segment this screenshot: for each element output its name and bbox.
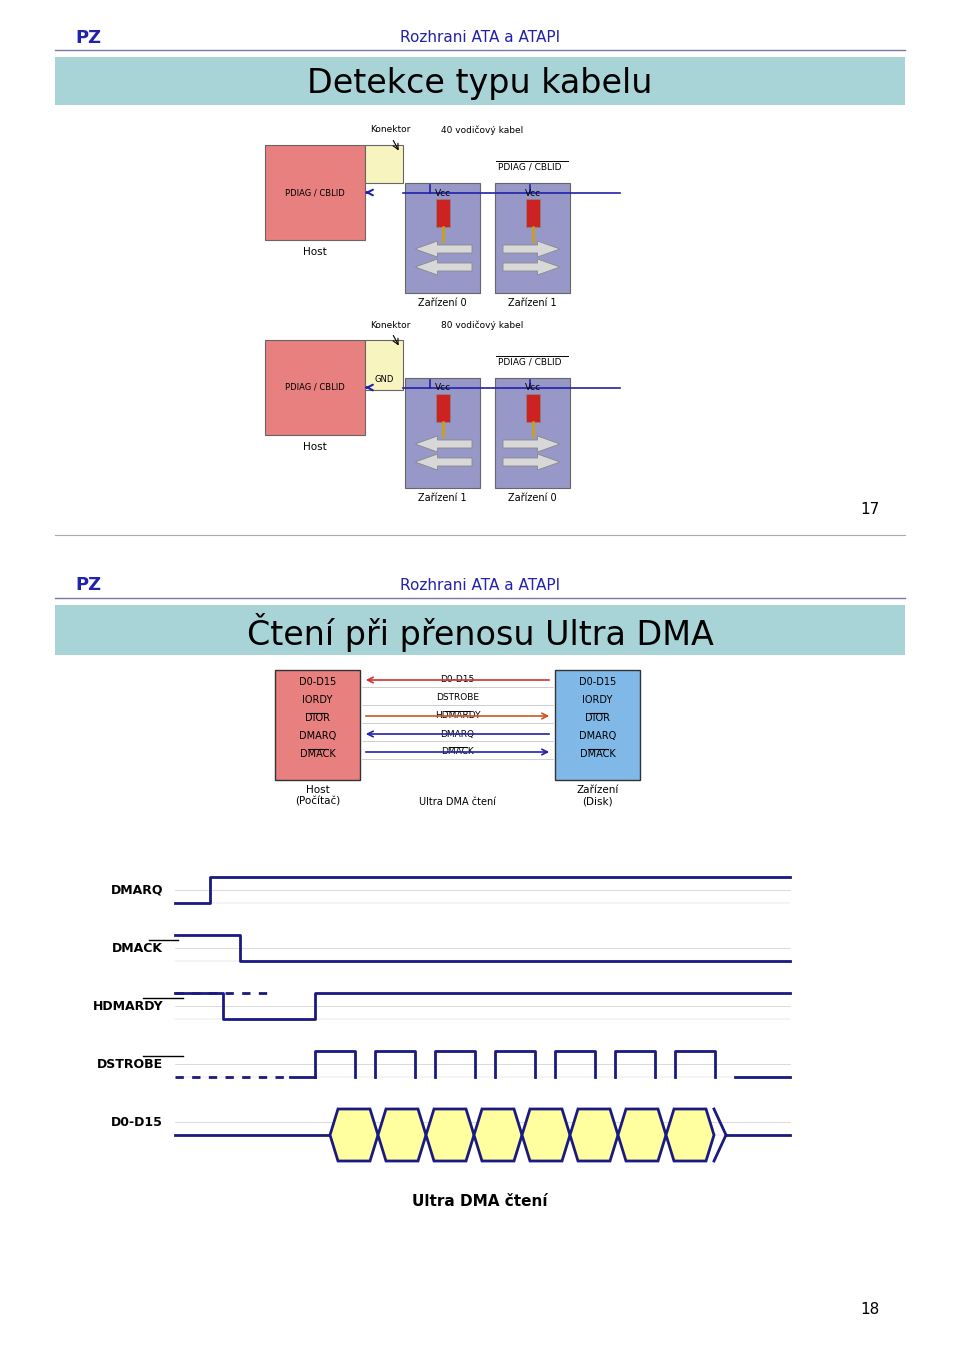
Bar <box>275 670 360 781</box>
Text: 17: 17 <box>860 503 879 518</box>
Text: Čtení při přenosu Ultra DMA: Čtení při přenosu Ultra DMA <box>247 612 713 652</box>
Polygon shape <box>503 241 560 257</box>
Polygon shape <box>570 1109 618 1161</box>
Text: D0-D15: D0-D15 <box>441 675 474 685</box>
Polygon shape <box>415 454 472 470</box>
Text: Zařízení 0: Zařízení 0 <box>508 493 557 503</box>
Text: Zařízení 1: Zařízení 1 <box>508 298 557 308</box>
Bar <box>436 394 449 422</box>
Text: Host: Host <box>303 247 326 257</box>
Bar <box>265 340 365 435</box>
Bar <box>495 379 570 488</box>
Text: D0-D15: D0-D15 <box>299 677 336 688</box>
Polygon shape <box>426 1109 474 1161</box>
Text: Konektor: Konektor <box>370 126 410 134</box>
Text: IORDY: IORDY <box>302 694 333 705</box>
Text: Ultra DMA čtení: Ultra DMA čtení <box>419 797 496 807</box>
Text: Ultra DMA čtení: Ultra DMA čtení <box>412 1195 548 1210</box>
Text: Vcc: Vcc <box>524 384 540 392</box>
Text: Rozhrani ATA a ATAPI: Rozhrani ATA a ATAPI <box>400 577 560 592</box>
Text: PDIAG / CBLID: PDIAG / CBLID <box>285 189 345 197</box>
Text: PDIAG / CBLID: PDIAG / CBLID <box>498 163 562 171</box>
Text: Zařízení: Zařízení <box>576 785 618 796</box>
Text: PZ: PZ <box>75 29 101 46</box>
Text: 40 vodičový kabel: 40 vodičový kabel <box>441 126 523 135</box>
Polygon shape <box>474 1109 522 1161</box>
Text: Zařízení 0: Zařízení 0 <box>419 298 467 308</box>
Text: Vcc: Vcc <box>524 189 540 197</box>
Bar <box>525 200 540 227</box>
Polygon shape <box>618 1109 666 1161</box>
Text: Konektor: Konektor <box>370 320 410 329</box>
Bar <box>495 183 570 293</box>
Text: DIOR: DIOR <box>585 714 610 723</box>
Text: Host: Host <box>303 442 326 452</box>
Text: Vcc: Vcc <box>435 384 450 392</box>
Bar <box>555 670 640 781</box>
Polygon shape <box>522 1109 570 1161</box>
Bar <box>405 379 480 488</box>
Text: D0-D15: D0-D15 <box>111 1115 163 1129</box>
Polygon shape <box>666 1109 714 1161</box>
Bar <box>525 394 540 422</box>
Text: PZ: PZ <box>75 576 101 595</box>
Bar <box>55 606 905 655</box>
Text: DMARQ: DMARQ <box>579 731 616 741</box>
Bar <box>365 340 403 390</box>
Text: PDIAG / CBLID: PDIAG / CBLID <box>285 383 345 392</box>
Text: D0-D15: D0-D15 <box>579 677 616 688</box>
Text: (Počítač): (Počítač) <box>295 797 340 807</box>
Polygon shape <box>415 258 472 275</box>
Text: DMACK: DMACK <box>300 749 335 759</box>
Bar <box>265 145 365 241</box>
Text: HDMARDY: HDMARDY <box>92 999 163 1013</box>
Text: Zařízení 1: Zařízení 1 <box>419 493 467 503</box>
Bar <box>55 57 905 105</box>
Polygon shape <box>415 436 472 452</box>
Bar <box>365 145 403 183</box>
Text: DSTROBE: DSTROBE <box>436 693 479 703</box>
Text: (Disk): (Disk) <box>582 797 612 807</box>
Text: HDMARDY: HDMARDY <box>435 711 480 720</box>
Text: DMACK: DMACK <box>442 748 474 756</box>
Polygon shape <box>415 241 472 257</box>
Text: DIOR: DIOR <box>305 714 330 723</box>
Text: Host: Host <box>305 785 329 796</box>
Text: DMARQ: DMARQ <box>299 731 336 741</box>
Text: DMARQ: DMARQ <box>441 730 474 738</box>
Polygon shape <box>503 436 560 452</box>
Text: Detekce typu kabelu: Detekce typu kabelu <box>307 67 653 100</box>
Polygon shape <box>503 454 560 470</box>
Text: Vcc: Vcc <box>435 189 450 197</box>
Polygon shape <box>503 258 560 275</box>
Text: Rozhrani ATA a ATAPI: Rozhrani ATA a ATAPI <box>400 30 560 45</box>
Text: DSTROBE: DSTROBE <box>97 1058 163 1070</box>
Bar <box>405 183 480 293</box>
Bar <box>436 200 449 227</box>
Text: PDIAG / CBLID: PDIAG / CBLID <box>498 358 562 366</box>
Polygon shape <box>330 1109 378 1161</box>
Text: IORDY: IORDY <box>583 694 612 705</box>
Text: GND: GND <box>374 376 394 384</box>
Text: DMACK: DMACK <box>112 942 163 954</box>
Text: DMARQ: DMARQ <box>110 883 163 897</box>
Text: 80 vodičový kabel: 80 vodičový kabel <box>441 320 523 329</box>
Polygon shape <box>378 1109 426 1161</box>
Text: 18: 18 <box>860 1303 879 1318</box>
Text: DMACK: DMACK <box>580 749 615 759</box>
